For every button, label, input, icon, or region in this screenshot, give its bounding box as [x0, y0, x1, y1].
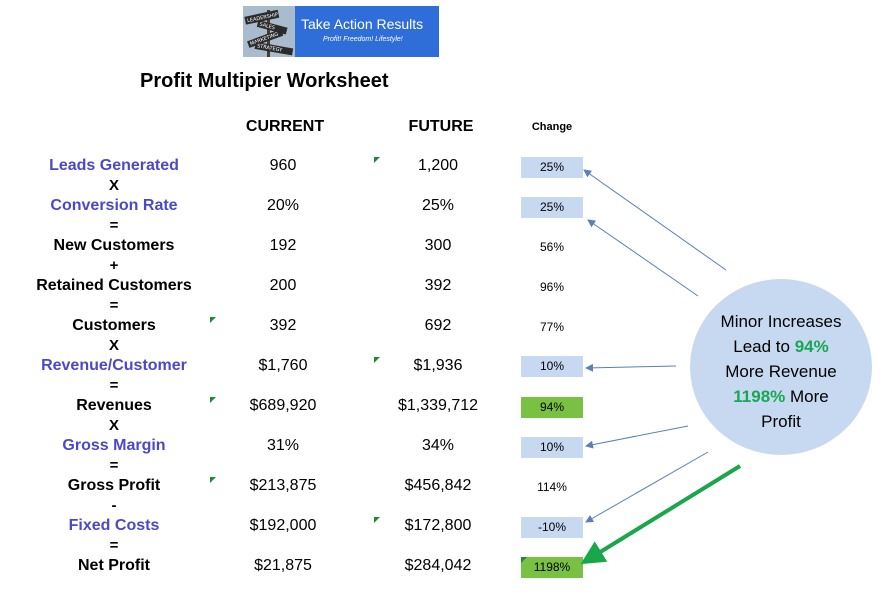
header-change: Change: [531, 121, 573, 133]
change-cell: 114%: [537, 480, 567, 494]
future-value: $1,936: [413, 357, 463, 374]
current-value: 200: [269, 277, 297, 294]
header-future: FUTURE: [408, 118, 474, 135]
logo-title: Take Action Results: [301, 16, 424, 32]
current-value: $192,000: [249, 517, 317, 534]
change-cell: 77%: [539, 320, 565, 334]
header-current: CURRENT: [245, 118, 325, 135]
label-revenues: Revenues: [76, 397, 152, 414]
current-value: $1,760: [258, 357, 308, 374]
label-new-customers: New Customers: [53, 237, 175, 254]
current-value: $213,875: [249, 477, 317, 494]
callout-line-2-prefix: Lead to: [733, 337, 795, 356]
comment-indicator: [210, 477, 216, 483]
change-cell: 25%: [521, 197, 583, 218]
callout-line-2: Lead to 94%: [690, 334, 872, 359]
operator: X: [108, 177, 119, 194]
label-gross-margin: Gross Margin: [62, 437, 166, 454]
callout-profit-percent: 1198%: [733, 387, 786, 406]
future-value: 392: [424, 277, 452, 294]
current-value: $689,920: [249, 397, 317, 414]
future-value: $1,339,712: [397, 397, 479, 414]
current-value: 392: [269, 317, 297, 334]
callout-line-3: More Revenue: [725, 362, 837, 381]
operator: X: [108, 417, 119, 434]
arrow-to-conversion: [587, 219, 699, 297]
sign-word-2: SALES: [259, 21, 276, 31]
operator: -: [111, 497, 117, 514]
operator: =: [109, 537, 119, 554]
label-revenue-per-customer: Revenue/Customer: [41, 357, 187, 374]
current-value: 960: [269, 157, 297, 174]
current-value: 192: [269, 237, 297, 254]
label-retained-customers: Retained Customers: [36, 277, 192, 294]
current-value: 20%: [266, 197, 300, 214]
future-value: 1,200: [417, 157, 459, 174]
comment-indicator: [210, 397, 216, 403]
operator: =: [109, 377, 119, 394]
change-cell-highlight: 1198%: [521, 557, 583, 578]
operator: =: [109, 297, 119, 314]
signpost-image: LEADERSHIP SALES MARKETING STRATEGY: [243, 6, 295, 57]
operator: +: [109, 257, 119, 274]
label-customers: Customers: [72, 317, 156, 334]
comment-indicator: [374, 157, 380, 163]
callout-line-5: Profit: [761, 412, 801, 431]
future-value: 692: [424, 317, 452, 334]
callout-line-1: Minor Increases: [720, 312, 842, 331]
label-leads-generated: Leads Generated: [49, 157, 179, 174]
label-gross-profit: Gross Profit: [67, 477, 161, 494]
change-cell: -10%: [521, 517, 583, 538]
current-value: $21,875: [254, 557, 312, 574]
arrow-to-fixed-costs: [585, 451, 709, 523]
operator: =: [109, 217, 119, 234]
sign-word-4: STRATEGY: [257, 43, 284, 53]
callout-line-4: 1198% More: [690, 384, 872, 409]
change-cell: 96%: [539, 280, 565, 294]
comment-indicator: [210, 317, 216, 323]
change-cell: 10%: [521, 437, 583, 458]
comment-indicator: [374, 357, 380, 363]
future-value: 25%: [421, 197, 455, 214]
future-value: $284,042: [404, 557, 472, 574]
change-cell: 56%: [539, 240, 565, 254]
operator: X: [108, 337, 119, 354]
arrow-to-revenue-per-customer: [585, 363, 677, 372]
change-cell: 25%: [521, 157, 583, 178]
current-value: 31%: [266, 437, 300, 454]
label-fixed-costs: Fixed Costs: [68, 517, 160, 534]
operator: =: [109, 457, 119, 474]
change-cell-highlight: 94%: [521, 397, 583, 418]
future-value: 34%: [421, 437, 455, 454]
arrow-to-leads: [583, 169, 727, 271]
worksheet-title: Profit Multipier Worksheet: [140, 70, 389, 92]
arrow-to-net-profit: [580, 464, 742, 565]
callout-bubble: Minor Increases Lead to 94% More Revenue…: [690, 279, 872, 455]
company-logo: LEADERSHIP SALES MARKETING STRATEGY Take…: [243, 6, 439, 57]
arrow-to-gross-margin: [585, 425, 689, 449]
change-cell: 10%: [521, 356, 583, 377]
future-value: 300: [424, 237, 452, 254]
future-value: $456,842: [404, 477, 472, 494]
future-value: $172,800: [404, 517, 472, 534]
logo-tagline: Profit! Freedom! Lifestyle!: [323, 36, 403, 43]
callout-line-4-suffix: More: [785, 387, 829, 406]
label-net-profit: Net Profit: [78, 557, 150, 574]
label-conversion-rate: Conversion Rate: [50, 197, 178, 214]
comment-indicator: [521, 557, 527, 563]
callout-revenue-percent: 94%: [794, 337, 829, 356]
comment-indicator: [374, 517, 380, 523]
